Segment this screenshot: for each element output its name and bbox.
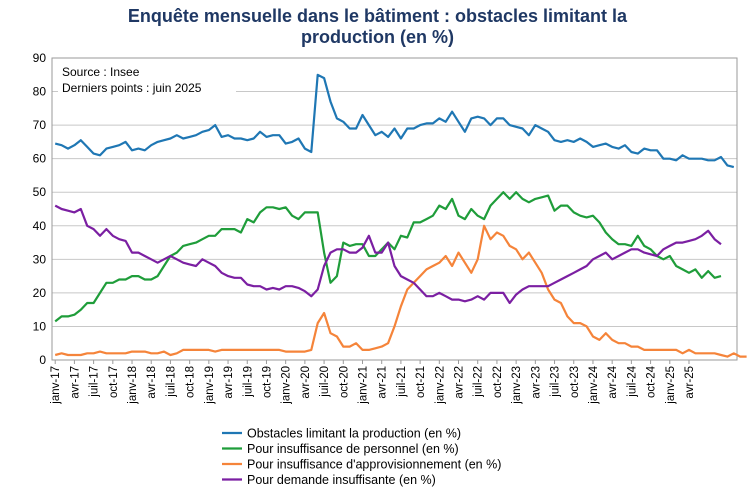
x-tick-label: janv-18 bbox=[127, 366, 139, 405]
x-tick-label: janv-24 bbox=[588, 365, 600, 404]
source-box bbox=[58, 62, 236, 100]
legend-label: Pour demande insuffisante (en %) bbox=[247, 473, 436, 487]
source-text: Source : Insee bbox=[62, 65, 140, 79]
y-tick-label: 0 bbox=[39, 353, 46, 367]
x-tick-label: janv-20 bbox=[281, 366, 293, 405]
x-tick-label: juil-20 bbox=[319, 366, 331, 398]
legend-label: Pour insuffisance de personnel (en %) bbox=[247, 442, 459, 456]
legend: Obstacles limitant la production (en %)P… bbox=[222, 427, 501, 487]
series-line-4 bbox=[54, 204, 722, 305]
x-tick-label: janv-21 bbox=[357, 366, 369, 405]
x-tick-label: avr-20 bbox=[300, 366, 312, 399]
x-tick-label: juil-17 bbox=[89, 366, 101, 398]
legend-label: Pour insuffisance d'approvisionnement (e… bbox=[247, 458, 501, 472]
chart-title-line1: Enquête mensuelle dans le bâtiment : obs… bbox=[127, 6, 628, 26]
x-tick-label: juil-24 bbox=[626, 365, 638, 397]
y-tick-label: 30 bbox=[33, 252, 47, 266]
x-tick-label: janv-25 bbox=[665, 366, 677, 405]
x-tick-label: juil-18 bbox=[165, 366, 177, 398]
y-tick-label: 20 bbox=[33, 286, 47, 300]
x-tick-label: avr-18 bbox=[146, 366, 158, 399]
y-tick-label: 80 bbox=[33, 85, 47, 99]
x-tick-label: avr-25 bbox=[684, 366, 696, 399]
x-tick-label: janv-23 bbox=[511, 366, 523, 405]
series-line-2 bbox=[54, 191, 722, 323]
x-tick-label: oct-22 bbox=[492, 366, 504, 398]
x-tick-label: oct-23 bbox=[569, 366, 581, 398]
x-tick-label: juil-19 bbox=[242, 366, 254, 398]
series-line-1 bbox=[54, 73, 735, 169]
x-tick-label: janv-17 bbox=[50, 366, 62, 405]
plot-area bbox=[51, 57, 738, 361]
x-tick-label: oct-18 bbox=[185, 366, 197, 398]
x-tick-label: oct-17 bbox=[108, 366, 120, 398]
x-tick-label: avr-24 bbox=[607, 365, 619, 398]
chart-title: Enquête mensuelle dans le bâtiment : obs… bbox=[40, 6, 715, 48]
legend-label: Obstacles limitant la production (en %) bbox=[247, 427, 461, 441]
y-tick-label: 50 bbox=[33, 185, 47, 199]
x-tick-label: avr-23 bbox=[530, 366, 542, 399]
x-tick-label: avr-21 bbox=[377, 366, 389, 399]
x-tick-label: avr-17 bbox=[69, 366, 81, 399]
series-lines bbox=[54, 73, 747, 358]
series-line-3 bbox=[54, 224, 747, 358]
x-tick-label: oct-20 bbox=[338, 366, 350, 398]
x-tick-label: janv-22 bbox=[434, 366, 446, 405]
y-tick-label: 60 bbox=[33, 152, 47, 166]
y-tick-label: 70 bbox=[33, 118, 47, 132]
x-tick-label: juil-21 bbox=[396, 366, 408, 398]
x-axis: janv-17 avr-17 juil-17 oct-17 janv-18 avr-18 j… bbox=[50, 360, 696, 405]
y-tick-label: 10 bbox=[33, 319, 47, 333]
x-tick-label: oct-19 bbox=[261, 366, 273, 398]
grid-lines bbox=[52, 91, 737, 327]
last-points-text: Derniers points : juin 2025 bbox=[62, 81, 202, 95]
x-tick-label: avr-19 bbox=[223, 366, 235, 399]
chart-title-line2: production (en %) bbox=[301, 27, 454, 47]
x-tick-label: juil-22 bbox=[473, 366, 485, 398]
y-axis: 0 10 20 30 40 50 60 70 80 90 bbox=[33, 51, 47, 367]
x-tick-label: juil-23 bbox=[550, 366, 562, 398]
y-tick-label: 90 bbox=[33, 51, 47, 65]
x-tick-label: avr-22 bbox=[454, 366, 466, 399]
y-tick-label: 40 bbox=[33, 219, 47, 233]
x-tick-label: oct-21 bbox=[415, 366, 427, 398]
x-tick-label: janv-19 bbox=[204, 366, 216, 405]
x-tick-label: oct-24 bbox=[646, 365, 658, 398]
